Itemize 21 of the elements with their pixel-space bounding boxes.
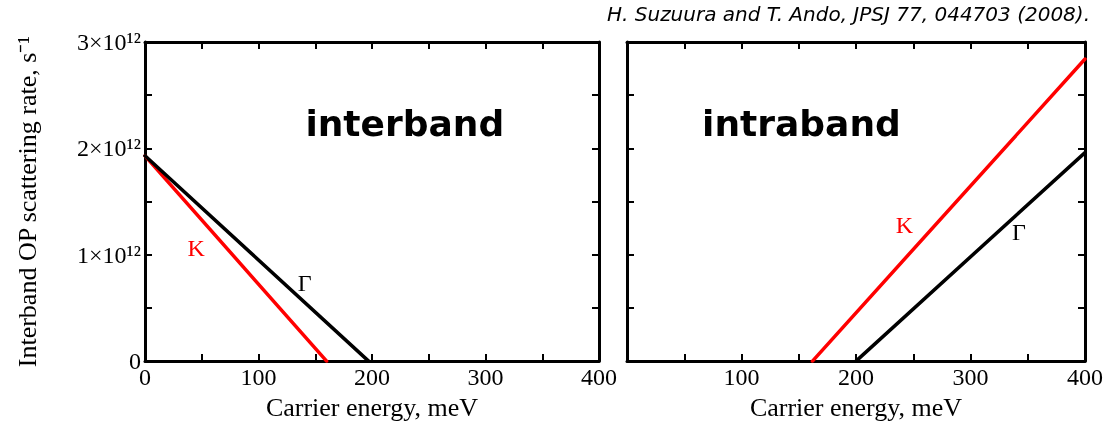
x-tick-label: 400 (581, 364, 617, 391)
y-axis-title: Interband OP scattering rate, s⁻¹ (12, 35, 42, 368)
y-tick-label: 1×10¹² (77, 241, 141, 268)
x-tick-label: 200 (838, 364, 874, 391)
x-tick-label: 100 (240, 364, 277, 391)
x-tick-label: 200 (354, 364, 390, 391)
series-label: K (187, 235, 206, 262)
series-label: Γ (1011, 218, 1026, 245)
text: intraband (702, 102, 901, 144)
x-tick-label: 400 (1067, 364, 1103, 391)
series-label: K (895, 212, 914, 239)
series-label: Γ (297, 270, 312, 297)
y-tick-label: 3×10¹² (77, 29, 141, 55)
y-tick-label: 2×10¹² (77, 135, 141, 162)
text: H. Suzuura and T. Ando, JPSJ 77, 044703 (2008). (607, 2, 1090, 26)
x-tick-label: 100 (723, 364, 760, 391)
text: interband (305, 102, 505, 144)
x-tick-label: 300 (467, 364, 504, 391)
x-tick-label: 300 (952, 364, 989, 391)
x-axis-title: Carrier energy, meV (749, 392, 963, 422)
x-axis-title: Carrier energy, meV (265, 392, 479, 422)
